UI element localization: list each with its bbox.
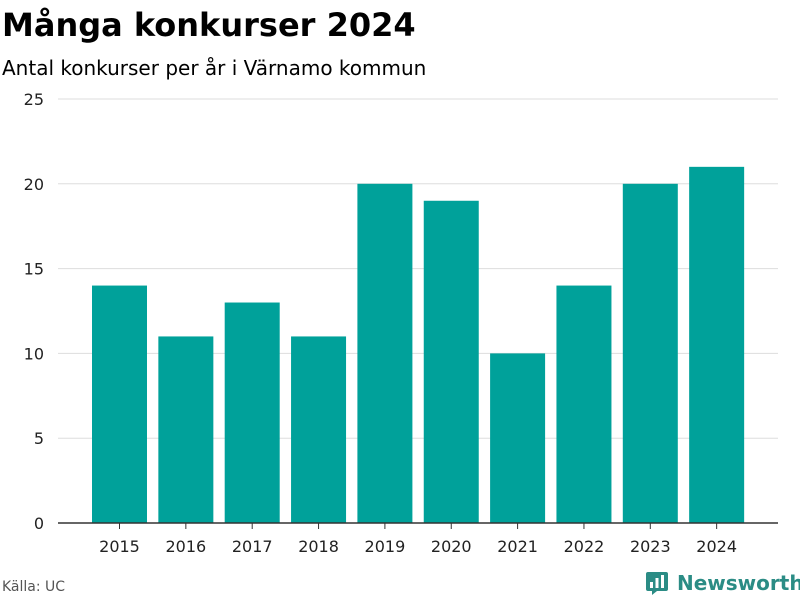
brand-logo: Newsworthy xyxy=(645,568,800,598)
bar xyxy=(224,302,280,523)
x-tick-label: 2024 xyxy=(696,537,737,556)
x-tick-label: 2019 xyxy=(365,537,406,556)
bar xyxy=(92,285,147,523)
bar xyxy=(357,183,413,524)
x-tick-label: 2018 xyxy=(298,537,339,556)
bar xyxy=(490,353,546,523)
x-tick-label: 2021 xyxy=(497,537,538,556)
y-tick-label: 0 xyxy=(34,514,44,533)
y-tick-label: 10 xyxy=(24,344,44,363)
chart-subtitle: Antal konkurser per år i Värnamo kommun xyxy=(2,56,427,80)
y-tick-label: 25 xyxy=(24,90,44,109)
x-tick-label: 2017 xyxy=(232,537,273,556)
x-tick-label: 2015 xyxy=(99,537,140,556)
newsworthy-logo-icon xyxy=(646,572,668,595)
bar xyxy=(622,183,678,524)
bar xyxy=(689,166,745,523)
y-tick-label: 20 xyxy=(24,175,44,194)
bar xyxy=(423,200,479,523)
brand-name: Newsworthy xyxy=(677,571,800,595)
x-tick-label: 2016 xyxy=(165,537,206,556)
bar xyxy=(291,336,347,523)
y-tick-label: 15 xyxy=(24,260,44,279)
bar xyxy=(556,285,612,523)
chart-title: Många konkurser 2024 xyxy=(2,6,416,44)
source-note: Källa: UC xyxy=(2,579,66,595)
x-tick-label: 2020 xyxy=(431,537,472,556)
x-tick-label: 2023 xyxy=(630,537,671,556)
y-tick-label: 5 xyxy=(34,429,44,448)
x-tick-label: 2022 xyxy=(564,537,605,556)
bar xyxy=(158,336,214,523)
